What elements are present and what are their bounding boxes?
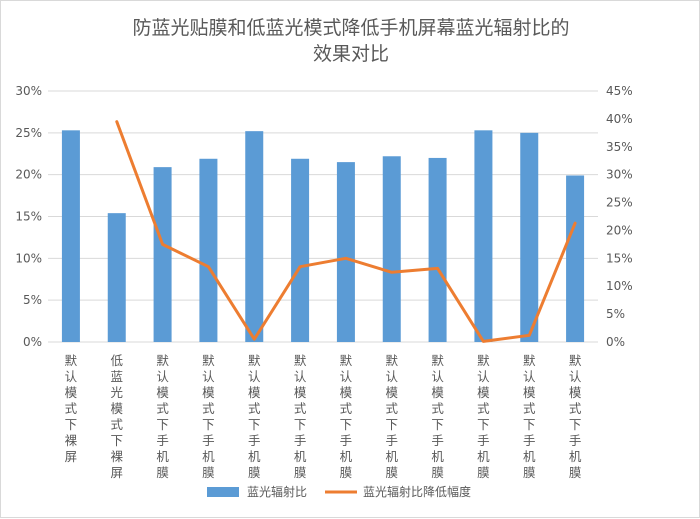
x-category-label: 默认模式下手机膜 <box>294 353 307 480</box>
y-right-tick-label: 10% <box>606 279 633 293</box>
bar <box>520 132 539 342</box>
y-right-tick-label: 40% <box>606 112 633 126</box>
x-category-label: 默认模式下手机膜 <box>523 353 536 480</box>
y-right-tick-label: 15% <box>606 251 633 265</box>
y-left-tick-label: 15% <box>15 210 42 224</box>
legend-label-line: 蓝光辐射比降低幅度 <box>363 484 471 499</box>
y-right-tick-label: 25% <box>606 196 633 210</box>
y-left-tick-label: 5% <box>23 293 42 307</box>
legend-swatch-bar <box>207 487 239 497</box>
bar <box>153 167 172 342</box>
line-series <box>115 120 577 343</box>
bar <box>291 158 310 342</box>
y-right-tick-label: 20% <box>606 223 633 237</box>
bar <box>566 175 585 342</box>
chart-title-line-1: 防蓝光贴膜和低蓝光模式降低手机屏幕蓝光辐射比的 <box>132 17 570 39</box>
y-right-tick-label: 45% <box>606 84 633 98</box>
x-category-label: 默认模式下手机膜 <box>569 353 582 480</box>
chart-title-line-2: 效果对比 <box>312 43 389 65</box>
bar <box>245 131 264 342</box>
bar <box>61 130 80 342</box>
y-left-tick-label: 0% <box>23 335 42 349</box>
x-category-label: 低蓝光模式下裸屏 <box>110 353 123 480</box>
y-right-tick-label: 30% <box>606 168 633 182</box>
x-category-label: 默认模式下裸屏 <box>65 353 78 464</box>
bar <box>474 130 493 342</box>
x-category-label: 默认模式下手机膜 <box>477 353 490 480</box>
bar <box>428 157 447 342</box>
x-category-label: 默认模式下手机膜 <box>156 353 169 480</box>
x-category-label: 默认模式下手机膜 <box>202 353 215 480</box>
y-left-tick-label: 20% <box>15 168 42 182</box>
y-right-tick-label: 0% <box>606 335 625 349</box>
x-category-label: 默认模式下手机膜 <box>431 353 444 480</box>
bar <box>382 156 401 342</box>
bar <box>199 158 218 342</box>
bar <box>107 213 126 342</box>
y-left-tick-label: 25% <box>15 126 42 140</box>
y-left-tick-label: 30% <box>15 84 42 98</box>
y-right-tick-label: 5% <box>606 307 625 321</box>
x-category-label: 默认模式下手机膜 <box>340 353 353 480</box>
x-category-label: 默认模式下手机膜 <box>248 353 261 480</box>
y-left-tick-label: 10% <box>15 251 42 265</box>
legend-label-bar: 蓝光辐射比 <box>247 484 307 499</box>
bar <box>336 162 355 342</box>
chart-title: 防蓝光贴膜和低蓝光模式降低手机屏幕蓝光辐射比的 效果对比 <box>51 15 651 67</box>
y-right-tick-label: 35% <box>606 140 633 154</box>
x-category-label: 默认模式下手机膜 <box>385 353 398 480</box>
